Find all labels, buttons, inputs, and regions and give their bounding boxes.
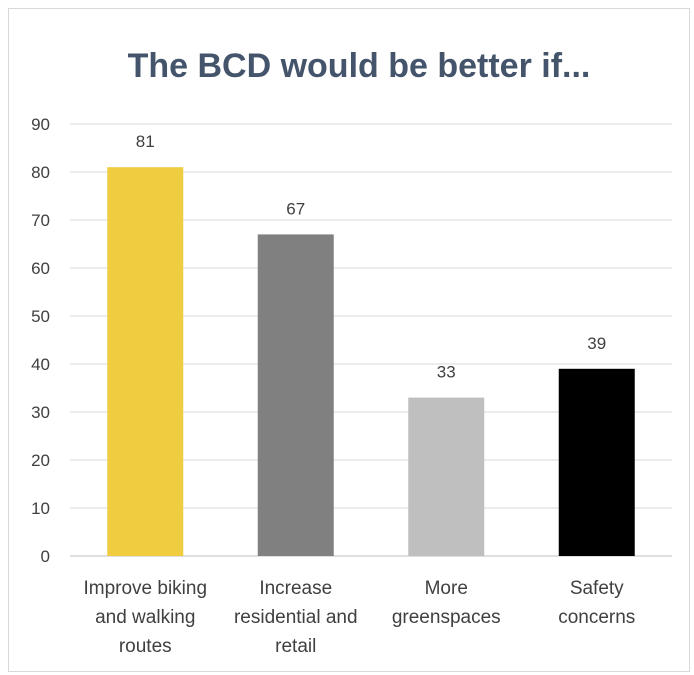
category-label-line: Increase: [259, 578, 332, 599]
category-label: Safety concerns: [558, 578, 635, 628]
category-label-line: Safety: [570, 578, 624, 599]
data-label: 39: [587, 334, 606, 353]
y-tick-label: 40: [31, 355, 50, 374]
y-tick-label: 10: [31, 499, 50, 518]
y-tick-label: 20: [31, 451, 50, 470]
category-label: More greenspaces: [392, 578, 501, 628]
data-label: 81: [136, 132, 155, 151]
y-tick-label: 30: [31, 403, 50, 422]
category-label-line: concerns: [558, 607, 635, 628]
category-label-line: routes: [119, 636, 172, 657]
data-label: 67: [286, 199, 305, 218]
category-label-line: and walking: [95, 607, 195, 628]
y-tick-label: 90: [31, 115, 50, 134]
bar: [257, 234, 334, 556]
category-label-line: Improve biking: [83, 578, 207, 599]
category-label-line: residential and: [234, 607, 358, 628]
y-tick-label: 50: [31, 307, 50, 326]
chart-title: The BCD would be better if...: [127, 47, 591, 85]
y-tick-label: 60: [31, 259, 50, 278]
bar: [107, 167, 184, 556]
category-label: Improve biking and walking routes: [83, 578, 207, 657]
category-label: Increase residential and retail: [234, 578, 358, 657]
y-tick-label: 0: [41, 547, 50, 566]
bar: [408, 397, 485, 556]
data-label: 33: [437, 363, 456, 382]
y-tick-label: 70: [31, 211, 50, 230]
category-label-line: retail: [275, 636, 316, 657]
category-label-line: greenspaces: [392, 607, 501, 628]
category-label-line: More: [425, 578, 468, 599]
bar: [558, 368, 635, 556]
y-tick-label: 80: [31, 163, 50, 182]
